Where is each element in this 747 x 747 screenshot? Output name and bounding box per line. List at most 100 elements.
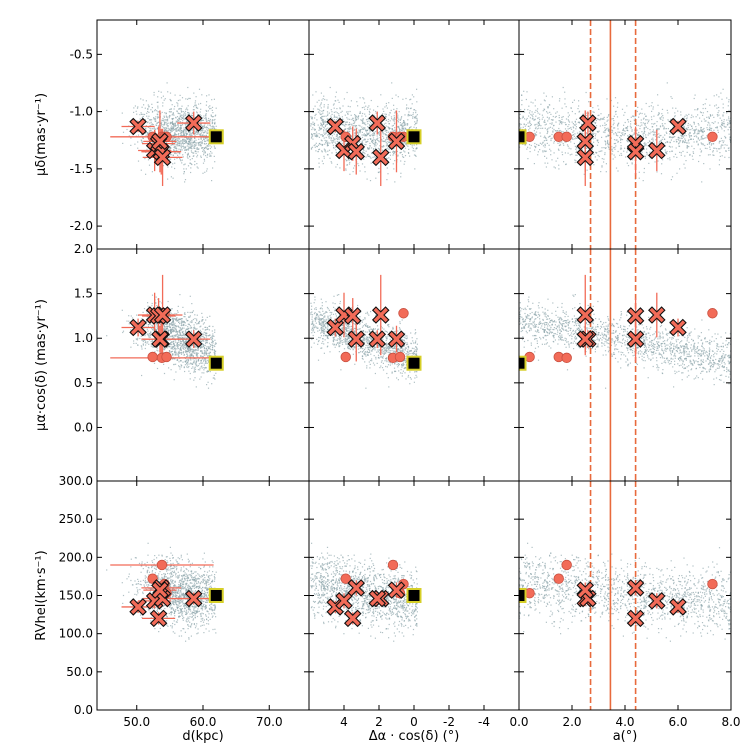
background-star (544, 124, 546, 126)
background-star (543, 140, 545, 142)
background-star (539, 132, 541, 134)
background-star (180, 353, 183, 355)
background-star (164, 326, 166, 328)
background-star (606, 120, 608, 122)
background-star (325, 129, 327, 131)
background-star (346, 164, 348, 166)
background-star (374, 142, 376, 144)
background-star (729, 138, 731, 140)
background-star (354, 114, 356, 116)
background-star (166, 129, 168, 131)
background-star (335, 149, 337, 151)
background-star (403, 141, 405, 143)
background-star (213, 155, 215, 157)
background-star (537, 151, 539, 153)
background-star (320, 139, 322, 141)
background-star (546, 139, 548, 141)
background-star (204, 140, 206, 142)
background-star (191, 151, 193, 153)
background-star (185, 342, 187, 344)
background-star (343, 98, 345, 100)
background-star (365, 135, 368, 137)
background-star (519, 113, 521, 115)
background-star (342, 105, 344, 107)
background-star (551, 122, 553, 124)
background-star (196, 133, 198, 135)
background-star (604, 122, 606, 124)
background-star (547, 120, 549, 122)
background-star (357, 116, 359, 118)
background-star (616, 106, 619, 108)
background-star (341, 140, 343, 142)
background-star (682, 140, 684, 142)
background-star (179, 121, 182, 123)
background-star (588, 130, 590, 132)
background-star (388, 131, 390, 133)
background-star (628, 135, 630, 137)
background-star (710, 114, 712, 117)
background-star (692, 151, 694, 153)
background-star (669, 159, 671, 161)
background-star (208, 106, 210, 108)
background-star (210, 155, 212, 157)
background-star (620, 152, 622, 155)
background-star (187, 148, 190, 150)
background-star (362, 112, 364, 115)
background-star (619, 154, 621, 156)
background-star (317, 124, 319, 126)
background-star (385, 139, 387, 141)
background-star (407, 152, 410, 154)
background-star (182, 131, 184, 133)
background-star (582, 133, 584, 135)
background-star (546, 116, 548, 118)
background-star (378, 140, 380, 142)
background-star (579, 131, 581, 133)
background-star (151, 340, 154, 343)
background-star (531, 111, 533, 113)
background-star (172, 119, 174, 121)
background-star (361, 141, 363, 143)
background-star (193, 147, 195, 149)
background-star (200, 129, 203, 131)
background-star (186, 145, 188, 147)
background-star (711, 114, 714, 116)
background-star (192, 355, 194, 357)
background-star (335, 135, 337, 137)
background-star (619, 148, 622, 150)
background-star (148, 130, 151, 132)
background-star (719, 155, 721, 157)
background-star (404, 114, 406, 116)
member-cross (387, 132, 406, 151)
background-star (148, 164, 151, 166)
background-star (197, 349, 199, 351)
background-star (711, 122, 713, 124)
background-star (644, 142, 646, 144)
background-star (692, 158, 694, 160)
background-star (162, 117, 164, 120)
background-star (332, 137, 335, 139)
background-star (385, 145, 387, 147)
background-star (544, 135, 546, 137)
background-star (385, 142, 387, 144)
background-star (647, 127, 649, 130)
background-star (365, 105, 367, 107)
background-star (356, 118, 358, 120)
background-star (196, 349, 198, 351)
background-star (209, 118, 211, 121)
background-star (180, 116, 182, 118)
background-star (623, 150, 625, 152)
background-star (192, 117, 194, 119)
background-star (645, 134, 647, 136)
background-star (180, 133, 182, 135)
background-star (660, 118, 662, 120)
background-star (403, 156, 405, 158)
background-star (534, 146, 537, 149)
background-star (176, 145, 178, 147)
background-star (700, 138, 702, 140)
background-star (575, 154, 577, 156)
background-star (595, 151, 597, 153)
background-star (613, 115, 615, 117)
background-star (388, 148, 390, 151)
background-star (643, 127, 645, 129)
background-star (177, 152, 179, 154)
